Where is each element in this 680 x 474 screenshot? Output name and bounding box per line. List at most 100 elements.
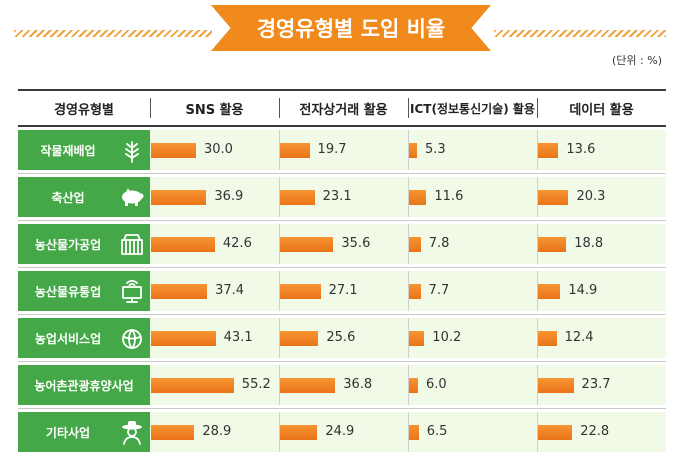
bar bbox=[280, 425, 318, 440]
category-label: 농업서비스업 bbox=[18, 318, 150, 358]
value-label: 11.6 bbox=[434, 189, 464, 204]
value-label: 43.1 bbox=[223, 330, 253, 345]
bar bbox=[538, 331, 557, 346]
category-label: 농어촌관광휴양사업 bbox=[18, 365, 150, 405]
bar bbox=[409, 284, 421, 299]
category-label-text: 작물재배업 bbox=[40, 143, 96, 158]
category-label-text: 농업서비스업 bbox=[34, 331, 102, 346]
column-divider bbox=[408, 177, 409, 217]
wheat-icon bbox=[118, 136, 146, 164]
header-divider bbox=[279, 98, 280, 118]
value-label: 25.6 bbox=[326, 330, 356, 345]
value-label: 36.8 bbox=[343, 377, 373, 392]
bar bbox=[280, 331, 319, 346]
column-divider bbox=[537, 224, 538, 264]
column-divider bbox=[279, 412, 280, 452]
column-divider bbox=[537, 130, 538, 170]
value-label: 23.7 bbox=[581, 377, 611, 392]
column-divider bbox=[537, 271, 538, 311]
column-divider bbox=[537, 365, 538, 405]
table-header: 경영유형별 SNS 활용 전자상거래 활용 ICT(정보통신기술) 활용 데이터… bbox=[18, 89, 666, 127]
header-divider bbox=[150, 98, 151, 118]
bar bbox=[409, 378, 418, 393]
category-label: 농산물가공업 bbox=[18, 224, 150, 264]
column-divider bbox=[279, 365, 280, 405]
chart-row: 농어촌관광휴양사업 55.2 36.8 6.0 23.7 bbox=[18, 365, 666, 405]
row-divider bbox=[18, 408, 666, 409]
value-label: 6.0 bbox=[426, 377, 447, 392]
value-label: 7.8 bbox=[428, 236, 450, 251]
value-label: 10.2 bbox=[432, 330, 462, 345]
chart-row: 기타사업 28.9 24.9 6.5 22.8 bbox=[18, 412, 666, 452]
bar bbox=[151, 425, 195, 440]
bar bbox=[538, 237, 567, 252]
chart-row: 작물재배업 30.0 19.7 5.3 13.6 bbox=[18, 130, 666, 170]
value-label: 23.1 bbox=[322, 189, 352, 204]
category-label-text: 농산물가공업 bbox=[34, 237, 102, 252]
value-label: 22.8 bbox=[580, 424, 610, 439]
category-label: 작물재배업 bbox=[18, 130, 150, 170]
column-divider bbox=[537, 318, 538, 358]
chart-row: 농산물가공업 42.6 35.6 7.8 18.8 bbox=[18, 224, 666, 264]
monitor-icon bbox=[118, 277, 146, 305]
bar bbox=[280, 190, 315, 205]
column-divider bbox=[537, 177, 538, 217]
category-label-text: 기타사업 bbox=[45, 425, 91, 440]
value-label: 7.7 bbox=[428, 283, 450, 298]
bar bbox=[280, 237, 334, 252]
bar bbox=[409, 143, 417, 158]
value-label: 27.1 bbox=[328, 283, 358, 298]
row-divider bbox=[18, 314, 666, 315]
bar bbox=[151, 331, 216, 346]
header-ecommerce: 전자상거래 활용 bbox=[299, 102, 388, 118]
value-label: 35.6 bbox=[341, 236, 371, 251]
header-sns: SNS 활용 bbox=[185, 102, 244, 118]
chart-title: 경영유형별 도입 비율 bbox=[211, 5, 491, 51]
header-divider bbox=[408, 98, 409, 118]
chart-row: 축산업 36.9 23.1 11.6 20.3 bbox=[18, 177, 666, 217]
category-label: 농산물유통업 bbox=[18, 271, 150, 311]
bar bbox=[409, 331, 425, 346]
value-label: 30.0 bbox=[204, 142, 233, 157]
row-divider bbox=[18, 267, 666, 268]
farmer-icon bbox=[118, 418, 146, 446]
column-divider bbox=[279, 318, 280, 358]
header-category: 경영유형별 bbox=[54, 102, 114, 118]
category-label: 기타사업 bbox=[18, 412, 150, 452]
bar bbox=[151, 378, 234, 393]
value-label: 18.8 bbox=[574, 236, 604, 251]
value-label: 13.6 bbox=[566, 142, 596, 157]
bar bbox=[538, 425, 573, 440]
category-label-text: 축산업 bbox=[51, 190, 85, 205]
value-label: 19.7 bbox=[317, 142, 347, 157]
bar bbox=[151, 284, 208, 299]
unit-label: (단위 : %) bbox=[612, 54, 662, 67]
column-divider bbox=[408, 318, 409, 358]
cabbage-icon bbox=[118, 324, 146, 352]
bar bbox=[409, 237, 421, 252]
column-divider bbox=[408, 365, 409, 405]
value-label: 36.9 bbox=[214, 189, 244, 204]
header-divider bbox=[537, 98, 538, 118]
category-label-text: 농어촌관광휴양사업 bbox=[34, 378, 134, 393]
value-label: 14.9 bbox=[568, 283, 598, 298]
bar bbox=[151, 143, 196, 158]
title-decoration-left bbox=[14, 30, 212, 37]
header-ict: ICT(정보통신기술) 활용 bbox=[410, 101, 535, 116]
value-label: 24.9 bbox=[325, 424, 355, 439]
row-divider bbox=[18, 361, 666, 362]
title-area: 경영유형별 도입 비율 bbox=[0, 0, 680, 60]
column-divider bbox=[279, 177, 280, 217]
value-label: 12.4 bbox=[564, 330, 594, 345]
header-data: 데이터 활용 bbox=[569, 102, 634, 118]
value-label: 42.6 bbox=[222, 236, 252, 251]
column-divider bbox=[537, 412, 538, 452]
value-label: 55.2 bbox=[241, 377, 271, 392]
column-divider bbox=[279, 130, 280, 170]
bar bbox=[538, 190, 569, 205]
column-divider bbox=[408, 271, 409, 311]
value-label: 37.4 bbox=[215, 283, 245, 298]
crate-icon bbox=[118, 230, 146, 258]
bar bbox=[409, 190, 427, 205]
value-label: 5.3 bbox=[424, 142, 446, 157]
